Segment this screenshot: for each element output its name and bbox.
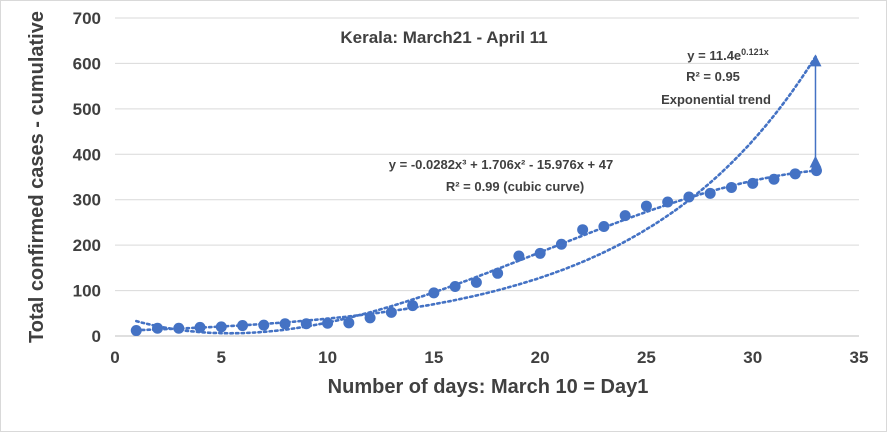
data-point bbox=[555, 238, 567, 250]
exponential-r2-label: R² = 0.95 bbox=[686, 69, 740, 84]
data-point bbox=[768, 173, 780, 185]
x-tick-label: 25 bbox=[637, 348, 656, 367]
data-point bbox=[364, 312, 376, 324]
data-point bbox=[407, 300, 419, 312]
data-point bbox=[577, 224, 589, 236]
data-point bbox=[194, 321, 206, 333]
y-tick-label: 100 bbox=[73, 282, 101, 301]
gridlines bbox=[115, 17, 859, 292]
data-point bbox=[130, 325, 142, 337]
y-tick-label: 200 bbox=[73, 236, 101, 255]
x-tick-label: 30 bbox=[743, 348, 762, 367]
data-points bbox=[130, 165, 822, 337]
data-point bbox=[470, 276, 482, 288]
data-point bbox=[322, 317, 334, 329]
y-tick-label: 400 bbox=[73, 145, 101, 164]
cubic-equation: y = -0.0282x³ + 1.706x² - 15.976x + 47 bbox=[389, 157, 613, 172]
y-tick-label: 500 bbox=[73, 100, 101, 119]
x-tick-label: 15 bbox=[424, 348, 443, 367]
y-tick-label: 300 bbox=[73, 191, 101, 210]
data-point bbox=[810, 165, 822, 177]
data-point bbox=[492, 267, 504, 279]
data-point bbox=[704, 187, 716, 199]
exponential-trendline bbox=[135, 53, 818, 332]
exponential-equation-base: y = 11.4e bbox=[687, 48, 741, 63]
x-tick-label: 10 bbox=[318, 348, 337, 367]
data-point bbox=[513, 250, 525, 262]
data-point bbox=[662, 196, 674, 208]
data-point bbox=[534, 247, 546, 259]
data-point bbox=[173, 322, 185, 334]
exponential-equation: y = 11.4e0.121x bbox=[687, 47, 768, 63]
x-tick-label: 20 bbox=[531, 348, 550, 367]
data-point bbox=[598, 221, 610, 233]
exponential-trend-label: Exponential trend bbox=[661, 92, 771, 107]
data-point bbox=[428, 287, 440, 299]
data-point bbox=[215, 321, 227, 333]
data-point bbox=[237, 320, 249, 332]
axes: 0 100 200 300 400 500 600 700 0 5 10 15 20 25 30 35 bbox=[73, 9, 869, 367]
data-point bbox=[152, 322, 164, 334]
data-point bbox=[258, 319, 270, 331]
chart-title: Kerala: March21 - April 11 bbox=[340, 28, 547, 47]
y-tick-label: 700 bbox=[73, 9, 101, 28]
x-tick-label: 5 bbox=[217, 348, 226, 367]
y-tick-label: 0 bbox=[92, 327, 101, 346]
x-axis-title: Number of days: March 10 = Day1 bbox=[328, 376, 649, 398]
exponential-equation-exponent: 0.121x bbox=[741, 47, 769, 57]
data-point bbox=[747, 177, 759, 189]
data-point bbox=[640, 200, 652, 212]
data-point bbox=[343, 317, 355, 329]
data-point bbox=[385, 306, 397, 318]
x-tick-label: 0 bbox=[110, 348, 119, 367]
data-point bbox=[725, 181, 737, 193]
data-point bbox=[683, 191, 695, 203]
data-point bbox=[789, 168, 801, 180]
y-tick-label: 600 bbox=[73, 54, 101, 73]
data-point bbox=[279, 318, 291, 330]
data-point bbox=[449, 280, 461, 292]
data-point bbox=[619, 210, 631, 222]
x-tick-label: 35 bbox=[850, 348, 869, 367]
data-point bbox=[300, 318, 312, 330]
y-axis-title: Total confirmed cases - cumulative bbox=[26, 11, 48, 343]
cubic-r2-label: R² = 0.99 (cubic curve) bbox=[446, 179, 584, 194]
